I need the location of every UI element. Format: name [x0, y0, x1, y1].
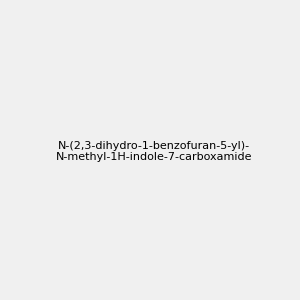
Text: N-(2,3-dihydro-1-benzofuran-5-yl)-
N-methyl-1H-indole-7-carboxamide: N-(2,3-dihydro-1-benzofuran-5-yl)- N-met… — [56, 141, 252, 162]
